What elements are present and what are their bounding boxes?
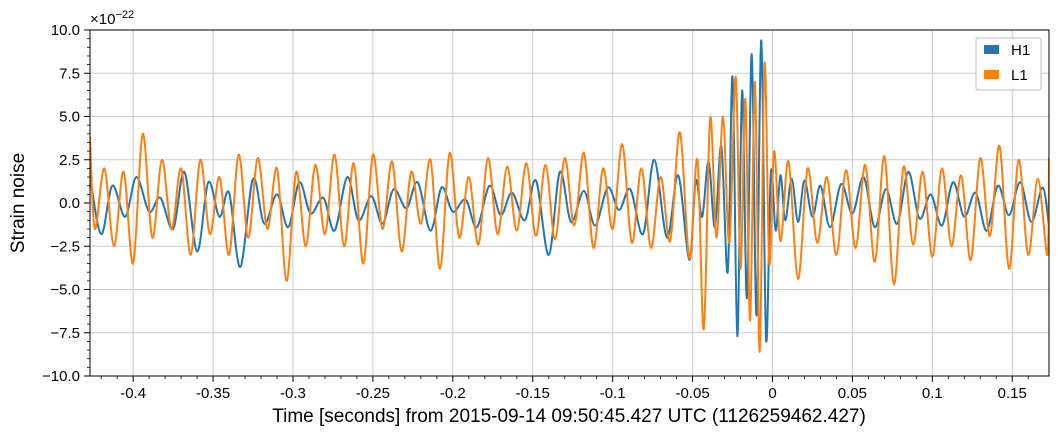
legend-label-l1: L1	[1011, 67, 1028, 84]
ticks: -0.4 -0.35 -0.3 -0.25 -0.2 -0.15 -0.1 -0.05 0 0.0…	[42, 22, 1029, 402]
y-tick-label-6: −5.0	[50, 282, 80, 299]
y-offset-label: ×10−22	[90, 9, 134, 28]
grid	[90, 29, 1049, 377]
y-tick-label-2: 5.0	[59, 109, 80, 126]
y-axis-label: Strain noise	[8, 153, 29, 253]
x-tick-label-10: 0.1	[922, 385, 943, 402]
x-tick-label-3: -0.25	[356, 385, 390, 402]
y-tick-label-4: 0.0	[59, 195, 80, 212]
series-line-h1	[90, 39, 1049, 343]
x-tick-label-2: -0.3	[280, 385, 306, 402]
y-tick-label-5: −2.5	[50, 238, 80, 255]
x-tick-label-1: -0.35	[196, 385, 230, 402]
legend-swatch-l1	[984, 70, 999, 79]
legend-label-h1: H1	[1011, 42, 1030, 59]
x-tick-label-9: 0.05	[838, 385, 867, 402]
y-tick-label-1: 7.5	[59, 65, 80, 82]
series-layer	[90, 39, 1049, 353]
x-tick-label-0: -0.4	[120, 385, 146, 402]
x-tick-label-6: -0.1	[600, 385, 626, 402]
x-axis-label: Time [seconds] from 2015-09-14 09:50:45.…	[272, 406, 866, 427]
y-tick-label-7: −7.5	[50, 325, 80, 342]
y-offset-base: ×10	[90, 11, 115, 28]
x-tick-label-11: 0.15	[998, 385, 1027, 402]
y-tick-label-0: 10.0	[51, 22, 80, 39]
x-tick-label-8: 0	[768, 385, 776, 402]
y-tick-label-3: 2.5	[59, 152, 80, 169]
series-line-l1	[90, 61, 1049, 353]
x-tick-label-4: -0.2	[440, 385, 466, 402]
x-tick-label-5: -0.15	[516, 385, 550, 402]
x-tick-label-7: -0.05	[675, 385, 709, 402]
y-tick-label-8: −10.0	[42, 368, 80, 385]
legend-swatch-h1	[984, 45, 999, 54]
y-offset-exponent: −22	[115, 9, 134, 21]
legend: H1 L1	[975, 37, 1042, 91]
